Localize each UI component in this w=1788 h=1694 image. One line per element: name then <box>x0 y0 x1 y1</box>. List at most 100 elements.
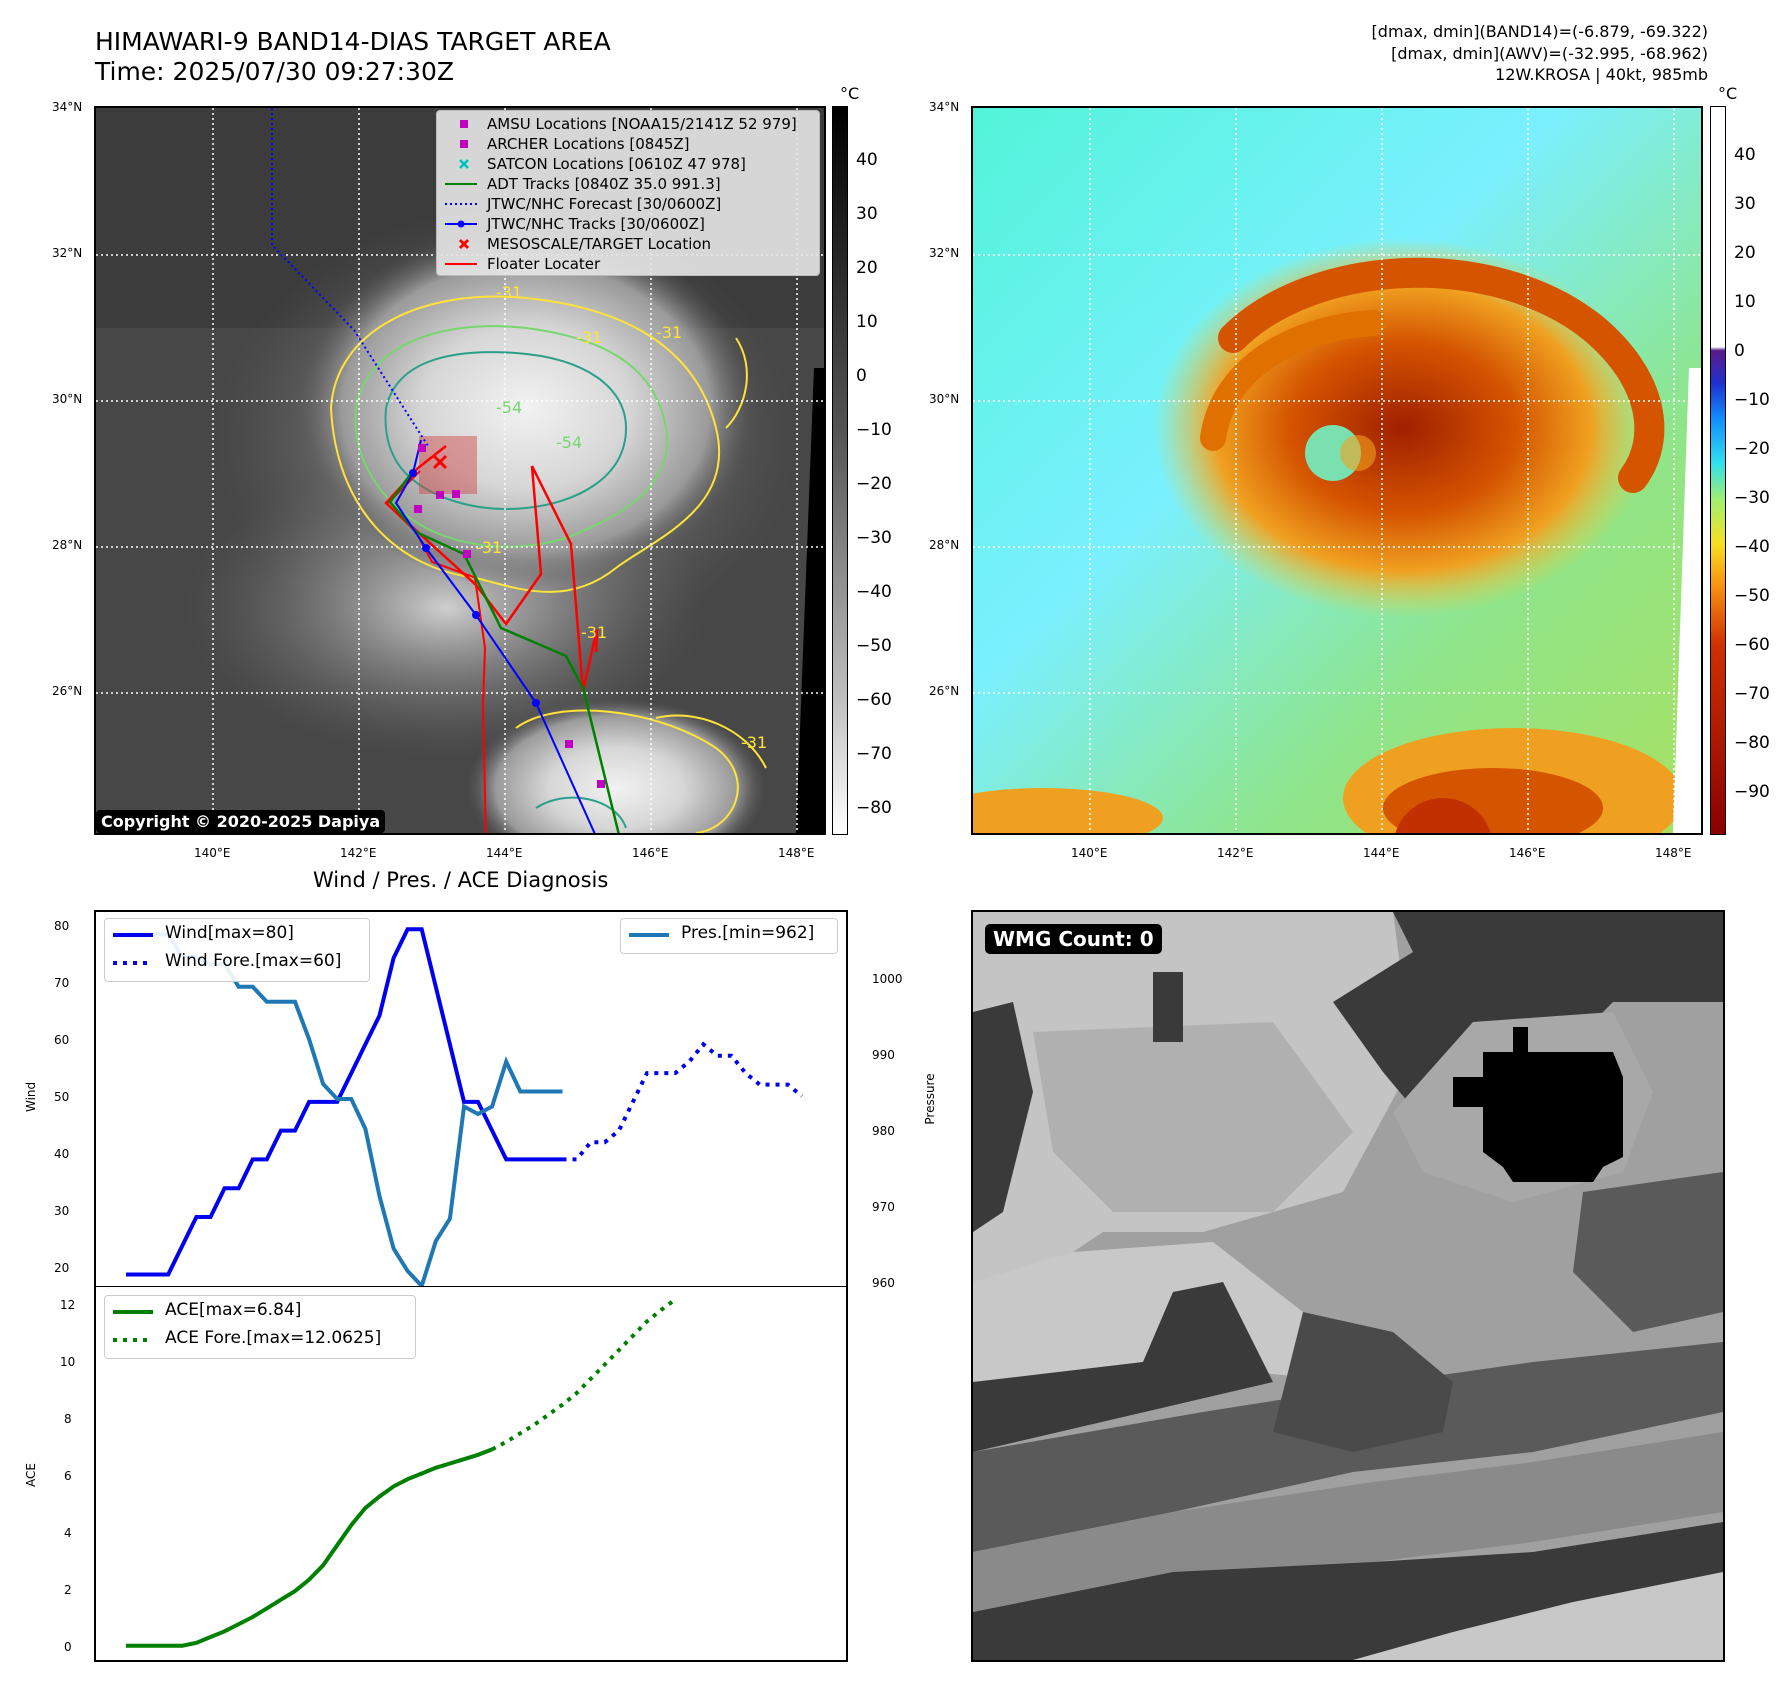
ace-forecast-series-line <box>491 1297 677 1452</box>
awv-lat-tick: 28°N <box>929 538 960 552</box>
ace-tick: 12 <box>60 1298 76 1312</box>
ace-legend: ACE[max=6.84] ACE Fore.[max=12.0625] <box>104 1295 416 1359</box>
awv-colorbar-tick: −60 <box>1734 635 1770 655</box>
awv-lat-tick: 30°N <box>929 392 960 406</box>
awv-lon-tick: 146°E <box>1509 846 1546 860</box>
ace-axis-label: ACE <box>24 1463 38 1487</box>
ir-colorbar-tick: −60 <box>856 690 892 710</box>
wmg-count-badge: WMG Count: 0 <box>985 924 1162 954</box>
awv-colorbar-tick: 40 <box>1734 145 1756 165</box>
wmg-panel: WMG Count: 0 <box>971 910 1725 1662</box>
ir-lon-tick: 148°E <box>778 846 815 860</box>
ir-colorbar-tick: −80 <box>856 798 892 818</box>
pres-tick: 990 <box>872 1048 895 1062</box>
wind-tick: 20 <box>54 1261 70 1275</box>
svg-text:-31: -31 <box>476 538 502 557</box>
awv-colorbar-tick: −70 <box>1734 684 1770 704</box>
ir-lon-tick: 142°E <box>340 846 377 860</box>
ir-colorbar-tick: 40 <box>856 150 878 170</box>
ir-colorbar-tick: 0 <box>856 366 867 386</box>
awv-lat-tick: 34°N <box>929 100 960 114</box>
awv-colorbar-tick: 10 <box>1734 292 1756 312</box>
ir-lat-tick: 30°N <box>52 392 83 406</box>
awv-colorbar-tick: −50 <box>1734 586 1770 606</box>
ace-tick: 0 <box>64 1640 72 1654</box>
ir-lat-tick: 32°N <box>52 246 83 260</box>
awv-lon-tick: 140°E <box>1071 846 1108 860</box>
ace-plot <box>126 1297 677 1648</box>
awv-map-image <box>973 108 1701 833</box>
svg-text:-31: -31 <box>741 733 767 752</box>
ir-lat-tick: 28°N <box>52 538 83 552</box>
legend-ace: ACE[max=6.84] <box>165 1300 302 1320</box>
diagnosis-title: Wind / Pres. / ACE Diagnosis <box>313 868 609 892</box>
wind-legend: Wind[max=80] Wind Fore.[max=60] <box>104 918 370 982</box>
awv-map-gridlines <box>973 108 1701 833</box>
pres-tick: 1000 <box>872 972 903 986</box>
awv-colorbar-tick: −20 <box>1734 439 1770 459</box>
svg-text:-31: -31 <box>656 323 682 342</box>
ir-colorbar-tick: 30 <box>856 204 878 224</box>
awv-colorbar-tick: 30 <box>1734 194 1756 214</box>
wind-tick: 50 <box>54 1090 70 1104</box>
wind-pres-panel: Wind[max=80] Wind Fore.[max=60] Pres.[mi… <box>94 910 848 1287</box>
ace-series-line <box>126 1447 493 1648</box>
wmg-image <box>973 912 1723 1660</box>
svg-text:-54: -54 <box>556 433 582 452</box>
ir-colorbar-tick: −50 <box>856 636 892 656</box>
svg-text:-54: -54 <box>496 398 522 417</box>
legend-wind-fore: Wind Fore.[max=60] <box>165 951 342 971</box>
awv-colorbar-tick: −80 <box>1734 733 1770 753</box>
info-awv: [dmax, dmin](AWV)=(-32.995, -68.962) <box>1391 44 1708 63</box>
ir-colorbar-tick: −30 <box>856 528 892 548</box>
pres-axis-label: Pressure <box>923 1073 937 1125</box>
ir-lon-tick: 140°E <box>194 846 231 860</box>
awv-colorbar-tick: −40 <box>1734 537 1770 557</box>
ir-colorbar-tick: 10 <box>856 312 878 332</box>
awv-map-panel <box>971 106 1703 835</box>
ir-colorbar-tick: −70 <box>856 744 892 764</box>
svg-text:-31: -31 <box>576 328 602 347</box>
wind-tick: 30 <box>54 1204 70 1218</box>
wind-tick: 80 <box>54 919 70 933</box>
awv-colorbar-tick: 0 <box>1734 341 1745 361</box>
ir-lat-tick: 34°N <box>52 100 83 114</box>
awv-lat-tick: 32°N <box>929 246 960 260</box>
ir-map-legend: AMSU Locations [NOAA15/2141Z 52 979] ARC… <box>436 110 820 276</box>
ir-map-panel: -31 -31 -31 -54 -54 -31 -31 -31 AMSU Loc… <box>94 106 826 835</box>
wind-forecast-series-line <box>562 1041 804 1162</box>
ir-colorbar-unit: °C <box>840 84 860 103</box>
awv-lon-tick: 144°E <box>1363 846 1400 860</box>
ir-colorbar-tick: 20 <box>856 258 878 278</box>
wind-tick: 70 <box>54 976 70 990</box>
awv-lat-tick: 26°N <box>929 684 960 698</box>
awv-colorbar-tick: 20 <box>1734 243 1756 263</box>
awv-colorbar-tick: −30 <box>1734 488 1770 508</box>
svg-text:-31: -31 <box>581 623 607 642</box>
figure-time: Time: 2025/07/30 09:27:30Z <box>95 57 454 86</box>
wind-tick: 40 <box>54 1147 70 1161</box>
ace-tick: 2 <box>64 1583 72 1597</box>
pres-tick: 970 <box>872 1200 895 1214</box>
ace-tick: 6 <box>64 1469 72 1483</box>
ace-tick: 4 <box>64 1526 72 1540</box>
awv-lon-tick: 148°E <box>1655 846 1692 860</box>
awv-lon-tick: 142°E <box>1217 846 1254 860</box>
awv-colorbar-tick: −10 <box>1734 390 1770 410</box>
info-storm: 12W.KROSA | 40kt, 985mb <box>1495 65 1708 84</box>
ace-tick: 10 <box>60 1355 76 1369</box>
copyright-badge: Copyright © 2020-2025 Dapiya <box>96 810 386 833</box>
wind-tick: 60 <box>54 1033 70 1047</box>
ir-lon-tick: 144°E <box>486 846 523 860</box>
legend-pres: Pres.[min=962] <box>681 923 815 943</box>
awv-colorbar-unit: °C <box>1718 84 1738 103</box>
pressure-series-line <box>126 932 563 1286</box>
legend-wind: Wind[max=80] <box>165 923 294 943</box>
ir-colorbar-tick: −40 <box>856 582 892 602</box>
ir-colorbar <box>832 106 848 835</box>
pres-tick: 980 <box>872 1124 895 1138</box>
ir-contour-labels: -31 -31 -31 -54 -54 -31 -31 -31 <box>476 283 767 752</box>
pres-tick: 960 <box>872 1276 895 1290</box>
legend-ace-fore: ACE Fore.[max=12.0625] <box>165 1328 382 1348</box>
